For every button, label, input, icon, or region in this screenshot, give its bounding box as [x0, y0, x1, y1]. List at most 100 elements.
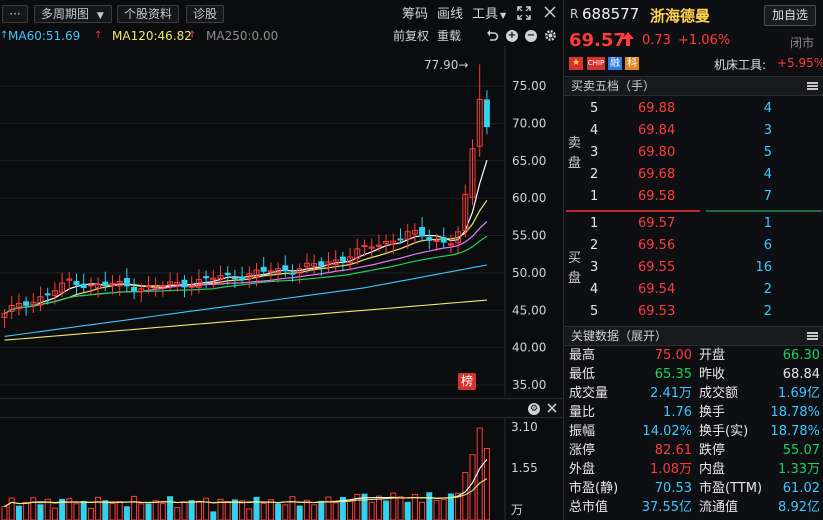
- overlay-button[interactable]: 重载: [437, 29, 462, 43]
- zoom-out-icon[interactable]: −: [525, 30, 537, 42]
- key-data-row: 涨停 82.61 跌停 55.07: [564, 442, 823, 460]
- volume-settings-icon[interactable]: ⚙: [528, 403, 540, 415]
- menu-icon[interactable]: [807, 82, 818, 90]
- ask-level-row[interactable]: 2 69.68 4: [586, 164, 823, 186]
- ask-level-row[interactable]: 5 69.88 4: [586, 98, 823, 120]
- key-value: 68.84: [782, 367, 820, 382]
- level-volume: 4: [763, 167, 772, 182]
- volume-bar: [368, 501, 375, 520]
- candle-body: [159, 285, 166, 288]
- price-tick-label: 50.00: [512, 266, 546, 280]
- chip-tag: CHIP: [587, 57, 605, 70]
- key-value: 18.78%: [770, 424, 820, 439]
- volume-bar: [116, 501, 123, 520]
- bid-level-row[interactable]: 5 69.53 2: [586, 301, 823, 323]
- candle-body: [37, 296, 44, 306]
- more-menu-button[interactable]: ···: [2, 5, 28, 23]
- key-data-row: 成交量 2.41万 成交额 1.69亿: [564, 385, 823, 403]
- key-data-title: 关键数据（展开）: [571, 329, 668, 343]
- candle-body: [195, 279, 202, 288]
- ask-level-row[interactable]: 1 69.58 7: [586, 186, 823, 208]
- volume-bar: [419, 501, 426, 520]
- volume-bar: [8, 497, 15, 520]
- candle-body: [181, 279, 188, 288]
- candle-body: [282, 265, 289, 272]
- level-price: 69.54: [638, 282, 676, 297]
- candle-body: [483, 99, 490, 128]
- forward-adjust-button[interactable]: 前复权: [393, 29, 430, 43]
- ma-prev-arrow: ↑: [0, 30, 9, 41]
- market-status: 闭市: [790, 36, 815, 50]
- level-label: 2: [590, 167, 599, 182]
- level-price: 69.55: [638, 260, 676, 275]
- candle-body: [23, 301, 30, 306]
- fullscreen-icon[interactable]: [517, 6, 531, 23]
- volume-bar: [318, 500, 325, 520]
- diagnose-button[interactable]: 诊股: [186, 5, 224, 23]
- chart-area[interactable]: ··· 多周期图 ▼ 个股资料 诊股 筹码 画线 工具 ▼ ↑ MA60:51.6…: [0, 0, 562, 520]
- volume-bar: [210, 511, 217, 520]
- candle-body: [267, 270, 274, 273]
- key-data-header[interactable]: 关键数据（展开）: [564, 326, 823, 346]
- volume-tick-high: 3.10: [511, 420, 538, 434]
- stock-info-button[interactable]: 个股资料: [117, 5, 179, 23]
- settings-gear-icon[interactable]: [544, 29, 557, 45]
- key-data-row: 最低 65.35 昨收 68.84: [564, 366, 823, 384]
- chips-button[interactable]: 筹码: [402, 7, 429, 22]
- add-watchlist-button[interactable]: 加自选: [764, 5, 816, 26]
- tools-button[interactable]: 工具 ▼: [472, 7, 506, 24]
- candle-body: [339, 256, 346, 262]
- key-value: 65.35: [654, 367, 692, 382]
- margin-tag: 融: [608, 57, 622, 70]
- volume-chart[interactable]: [0, 418, 562, 520]
- candle-body: [354, 248, 361, 259]
- ask-level-row[interactable]: 3 69.80 5: [586, 142, 823, 164]
- order-book-header[interactable]: 买卖五档（手）: [564, 76, 823, 96]
- ma250-label: MA250:0.00: [206, 29, 279, 43]
- bid-level-row[interactable]: 4 69.54 2: [586, 279, 823, 301]
- level-price: 69.57: [638, 216, 676, 231]
- volume-bar: [131, 495, 138, 520]
- key-value: 1.08万: [650, 462, 692, 477]
- candle-body: [347, 256, 354, 263]
- key-data-table: 最高 75.00 开盘 66.30 最低 65.35 昨收 68.84 成交量 2.41万 成交额 1…: [564, 347, 823, 519]
- volume-bar: [397, 496, 404, 520]
- candle-body: [116, 280, 123, 287]
- key-value: 8.92亿: [778, 500, 820, 515]
- zoom-in-icon[interactable]: +: [506, 30, 518, 42]
- sector-label[interactable]: 机床工具:: [714, 58, 767, 72]
- volume-bar: [311, 504, 318, 520]
- level-label: 3: [590, 145, 599, 160]
- rank-badge[interactable]: 榜: [458, 373, 476, 390]
- key-data-row: 量比 1.76 换手 18.78%: [564, 404, 823, 422]
- volume-bar: [440, 498, 447, 520]
- volume-bar: [469, 454, 476, 520]
- price-kline-chart[interactable]: 75.00 70.00 65.00 60.00 55.00 50.00 45.00 40.00…: [0, 46, 562, 396]
- volume-bar: [483, 447, 490, 520]
- menu-icon[interactable]: [807, 332, 818, 340]
- volume-bar: [15, 505, 22, 520]
- candle-body: [411, 229, 418, 235]
- level-volume: 2: [763, 304, 772, 319]
- bid-level-row[interactable]: 3 69.55 16: [586, 257, 823, 279]
- volume-bar: [138, 503, 145, 520]
- bid-level-row[interactable]: 2 69.56 6: [586, 235, 823, 257]
- volume-tick-mid: 1.55: [511, 461, 538, 475]
- ask-level-row[interactable]: 4 69.84 3: [586, 120, 823, 142]
- level-label: 3: [590, 260, 599, 275]
- multi-period-button[interactable]: 多周期图 ▼: [34, 5, 112, 23]
- bid-level-row[interactable]: 1 69.57 1: [586, 213, 823, 235]
- candle-body: [419, 227, 426, 237]
- candle-body: [102, 281, 109, 287]
- volume-close-icon[interactable]: [546, 402, 558, 417]
- candle-body: [59, 282, 66, 293]
- close-icon[interactable]: [543, 5, 557, 22]
- volume-unit: 万: [511, 503, 524, 517]
- draw-line-button[interactable]: 画线: [437, 7, 464, 22]
- buy-side-label: 买盘: [568, 251, 582, 286]
- sell-side-label: 卖盘: [568, 136, 582, 171]
- sector-change: +5.95%: [777, 56, 823, 70]
- volume-bar: [95, 496, 102, 520]
- ma60-line: [4, 264, 487, 337]
- undo-icon[interactable]: [486, 29, 499, 45]
